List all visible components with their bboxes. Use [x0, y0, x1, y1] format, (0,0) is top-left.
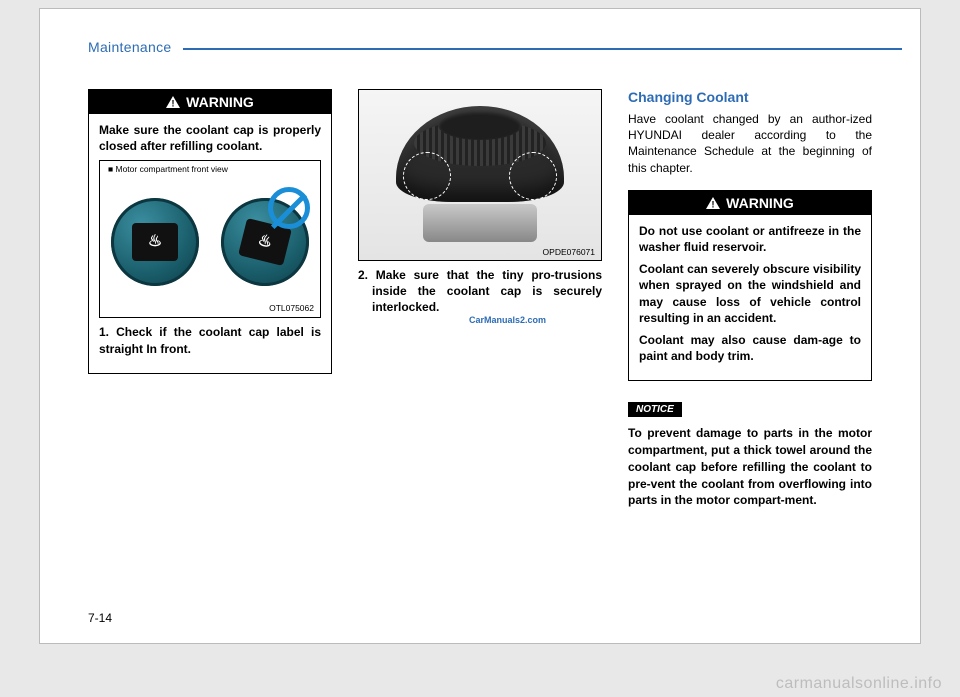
warning-icon: ! [706, 197, 720, 209]
figure-1: ■ Motor compartment front view ♨ [99, 160, 321, 318]
header-rule [183, 48, 902, 50]
figure-1-caption: ■ Motor compartment front view [106, 164, 230, 175]
coolant-cap-front: ♨ [111, 198, 199, 286]
warning-icon: ! [166, 96, 180, 108]
watermark-carmanuals2: CarManuals2.com [302, 315, 546, 325]
warning-box-2: ! WARNING Do not use coolant or antifree… [628, 190, 872, 382]
figure-2-code: OPDE076071 [543, 247, 595, 257]
notice-label: NOTICE [628, 402, 682, 417]
warning-header-2: ! WARNING [629, 191, 871, 215]
svg-text:!: ! [172, 99, 175, 109]
step-2: 2. Make sure that the tiny pro-trusions … [358, 267, 602, 316]
cap-top [438, 110, 522, 140]
radiator-icon: ♨ [148, 232, 162, 254]
step-1: 1. Check if the coolant cap label is str… [99, 324, 321, 356]
warning-body-2: Do not use coolant or antifreeze in the … [629, 215, 871, 381]
notice-text: To prevent damage to parts in the motor … [628, 425, 872, 509]
warning2-p2: Coolant can severely obscure visibility … [639, 261, 861, 326]
page-number: 7-14 [88, 611, 112, 625]
cap-view-right: ♨ [210, 181, 320, 303]
warning-text-1: Make sure the coolant cap is properly cl… [99, 122, 321, 154]
page-header: Maintenance [88, 39, 872, 67]
footer-watermark: carmanualsonline.info [776, 675, 942, 693]
callout-circle-right [509, 152, 557, 200]
manual-page: Maintenance ! WARNING Make sure the cool… [39, 8, 921, 644]
warning2-p3: Coolant may also cause dam-age to paint … [639, 332, 861, 364]
column-2: OPDE076071 2. Make sure that the tiny pr… [358, 89, 602, 509]
svg-text:!: ! [712, 199, 715, 209]
cap-view-left: ♨ [100, 181, 210, 303]
figure-1-content: ♨ ♨ [100, 181, 320, 303]
cap-neck [423, 204, 537, 242]
warning-label-1: WARNING [186, 94, 254, 110]
warning-body-1: Make sure the coolant cap is properly cl… [89, 114, 331, 373]
figure-2: OPDE076071 [358, 89, 602, 261]
warning-label-2: WARNING [726, 195, 794, 211]
column-3: Changing Coolant Have coolant changed by… [628, 89, 872, 509]
intro-text: Have coolant changed by an author-ized H… [628, 111, 872, 176]
subheading-changing-coolant: Changing Coolant [628, 89, 872, 105]
warning2-p1: Do not use coolant or antifreeze in the … [639, 223, 861, 255]
figure-1-code: OTL075062 [269, 303, 314, 314]
column-1: ! WARNING Make sure the coolant cap is p… [88, 89, 332, 509]
callout-circle-left [403, 152, 451, 200]
content-columns: ! WARNING Make sure the coolant cap is p… [88, 89, 872, 509]
spacer [628, 381, 872, 399]
warning-header-1: ! WARNING [89, 90, 331, 114]
section-title: Maintenance [88, 39, 171, 55]
warning-box-1: ! WARNING Make sure the coolant cap is p… [88, 89, 332, 374]
